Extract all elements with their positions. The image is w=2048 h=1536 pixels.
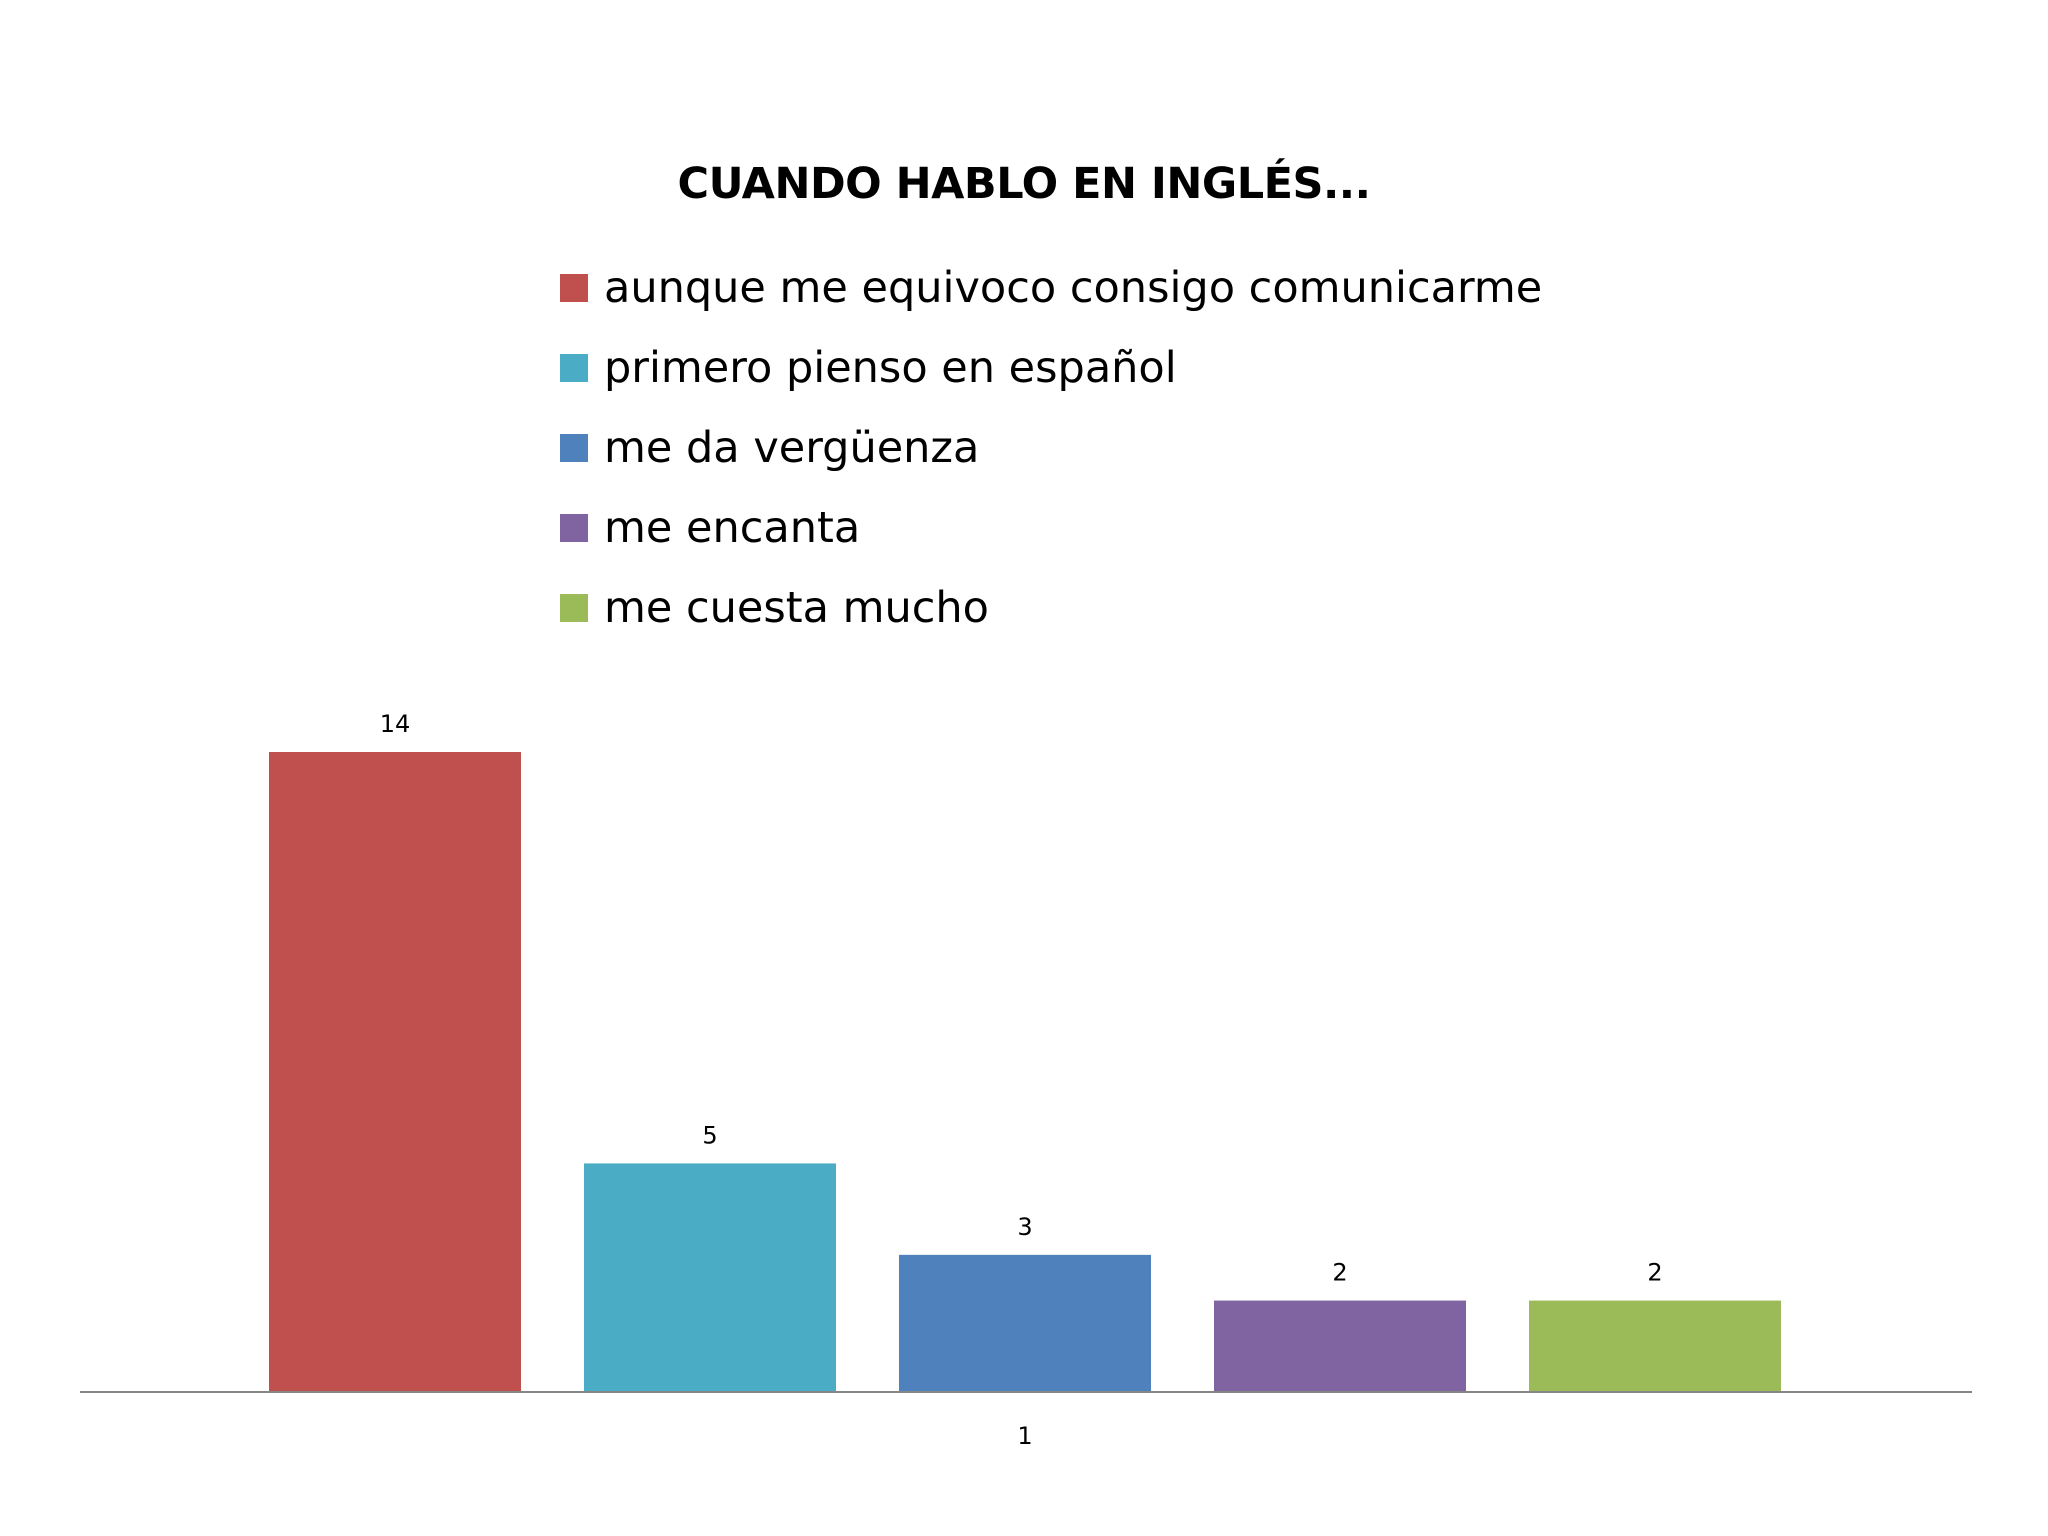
bar	[269, 752, 521, 1392]
legend-item: primero pienso en español	[560, 328, 1542, 408]
legend-label: me encanta	[604, 503, 861, 553]
data-label: 5	[702, 1121, 717, 1149]
bar	[1214, 1300, 1466, 1392]
legend-item: me da vergüenza	[560, 408, 1542, 488]
legend-label: me da vergüenza	[604, 423, 980, 473]
data-label: 3	[1017, 1213, 1032, 1241]
chart-legend: aunque me equivoco consigo comunicarme p…	[560, 248, 1542, 648]
bar	[1529, 1300, 1781, 1392]
chart-title: CUANDO HABLO EN INGLÉS...	[677, 159, 1371, 209]
data-label: 2	[1332, 1259, 1347, 1287]
legend-swatch	[560, 594, 588, 622]
bar	[899, 1254, 1151, 1392]
legend-swatch	[560, 274, 588, 302]
legend-item: me encanta	[560, 488, 1542, 568]
legend-label: aunque me equivoco consigo comunicarme	[604, 263, 1543, 313]
legend-item: aunque me equivoco consigo comunicarme	[560, 248, 1542, 328]
data-label: 2	[1647, 1259, 1662, 1287]
legend-swatch	[560, 354, 588, 382]
x-tick-label: 1	[1017, 1422, 1032, 1450]
legend-item: me cuesta mucho	[560, 568, 1542, 648]
legend-swatch	[560, 514, 588, 542]
legend-label: me cuesta mucho	[604, 583, 989, 633]
data-label: 14	[380, 710, 411, 738]
bar	[584, 1163, 836, 1392]
legend-label: primero pienso en español	[604, 343, 1177, 393]
legend-swatch	[560, 434, 588, 462]
